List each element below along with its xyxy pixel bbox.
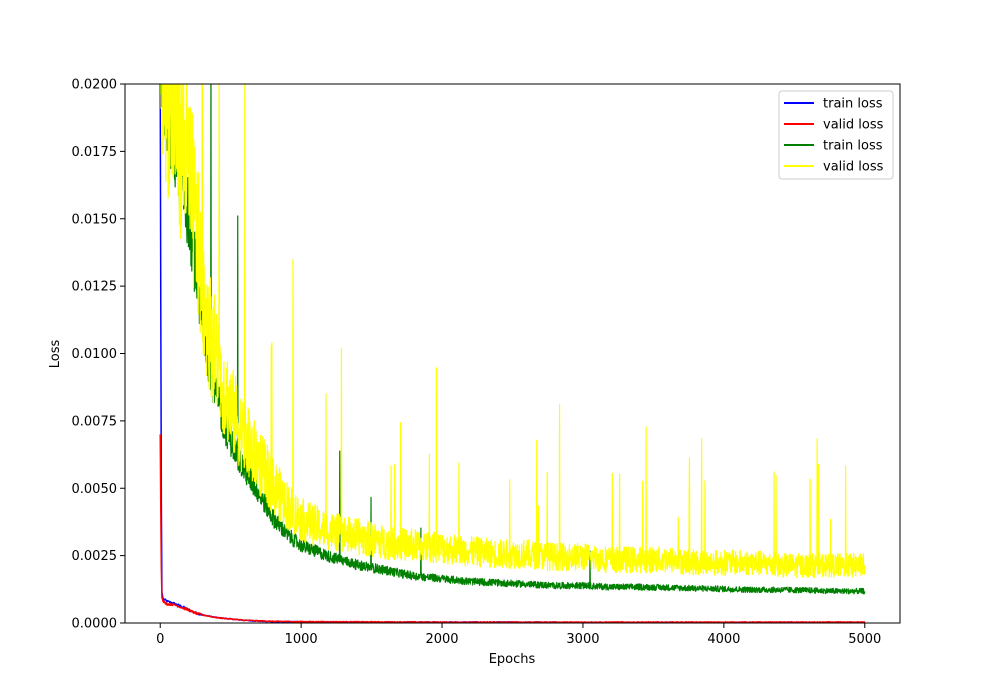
plot-area	[125, 84, 900, 623]
y-tick-label: 0.0125	[72, 280, 118, 295]
y-tick-label: 0.0075	[72, 414, 118, 429]
x-tick-label: 5000	[848, 632, 881, 647]
y-tick-label: 0.0150	[72, 212, 118, 227]
y-tick-label: 0.0175	[72, 145, 118, 160]
x-tick-label: 1000	[285, 632, 318, 647]
x-tick-label: 3000	[566, 632, 599, 647]
x-tick-label: 4000	[707, 632, 740, 647]
x-axis: 0 1000 2000 3000 4000 5000	[156, 623, 881, 647]
legend-label: train loss	[823, 139, 883, 154]
x-axis-label: Epochs	[489, 652, 536, 667]
x-tick-label: 0	[156, 632, 164, 647]
x-tick-label: 2000	[425, 632, 458, 647]
legend-label: valid loss	[823, 160, 884, 175]
y-axis: 0.0000 0.0025 0.0050 0.0075 0.0100 0.0125 0.01…	[72, 78, 125, 632]
y-tick-label: 0.0100	[72, 347, 118, 362]
series-line-3	[159, 84, 866, 595]
y-tick-label: 0.0200	[72, 78, 118, 93]
legend: train loss valid loss train loss valid loss	[778, 90, 894, 180]
y-tick-label: 0.0000	[72, 617, 118, 632]
legend-label: train loss	[823, 97, 883, 112]
legend-label: valid loss	[823, 118, 884, 133]
legend-box	[778, 90, 894, 180]
y-axis-label: Loss	[48, 340, 63, 369]
y-tick-label: 0.0050	[72, 482, 118, 497]
series-line-4	[160, 84, 866, 579]
y-tick-label: 0.0025	[72, 549, 118, 564]
